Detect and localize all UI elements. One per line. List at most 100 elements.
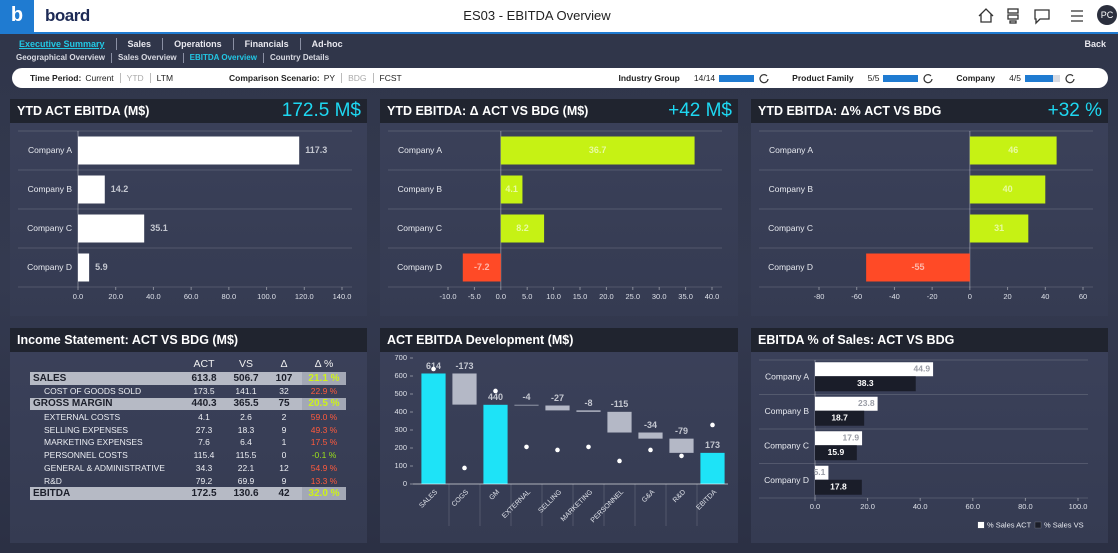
- refresh-icon[interactable]: [1064, 72, 1076, 84]
- panel-canvas: 0.0 20.0 40.0 60.0 80.0 100.0 120.0 140.0 Compan…: [18, 130, 352, 301]
- marker-dot: [431, 366, 436, 372]
- home-icon[interactable]: [978, 8, 994, 23]
- cell: 613.8: [182, 372, 226, 385]
- cell: 54.9 %: [310, 462, 338, 473]
- refresh-icon[interactable]: [922, 72, 934, 84]
- filter-option[interactable]: LTM: [149, 73, 179, 83]
- cell: 365.5: [226, 397, 266, 411]
- cell: 2.6: [240, 411, 252, 422]
- x-tick-label: -40: [889, 292, 900, 301]
- marker-dot: [617, 458, 622, 464]
- cell: 20.5 %: [302, 397, 346, 411]
- panel-title: Income Statement: ACT VS BDG (M$): [10, 328, 367, 352]
- category-label: Company A: [398, 145, 442, 155]
- category-label: Company D: [768, 262, 813, 272]
- x-tick-label: GM: [488, 489, 501, 502]
- category-label: Company C: [27, 223, 72, 233]
- nav-tab[interactable]: Sales: [115, 38, 163, 50]
- marker-dot: [555, 447, 560, 453]
- layout-icon[interactable]: [1007, 8, 1019, 14]
- value-label: 117.3: [305, 145, 327, 155]
- value-label: 5.1: [814, 467, 826, 477]
- menu-icon[interactable]: [1071, 10, 1083, 22]
- sub-tab[interactable]: EBITDA Overview: [182, 53, 263, 63]
- cell: 75: [266, 397, 302, 411]
- filter-option[interactable]: Current: [85, 73, 114, 83]
- filter-label: Comparison Scenario:: [229, 73, 320, 83]
- logo-mark[interactable]: b: [0, 0, 34, 32]
- marker-dot: [524, 444, 529, 450]
- x-tick-label: 35.0: [678, 292, 693, 301]
- sub-tab[interactable]: Geographical Overview: [16, 53, 105, 62]
- cell: 9: [281, 424, 287, 435]
- panel: 0 100 200 300 400 500 600 700 614 SALES -173 COGS 44…: [380, 328, 738, 543]
- x-tick-label: 25.0: [625, 292, 640, 301]
- cell: 22.1: [237, 462, 255, 473]
- x-tick-label: 40.0: [705, 292, 720, 301]
- panel-title: YTD ACT EBITDA (M$): [10, 99, 367, 123]
- cell: 440.3: [182, 397, 226, 411]
- nav-tab[interactable]: Ad-hoc: [299, 38, 354, 50]
- selector[interactable]: Company 45: [956, 72, 1076, 84]
- bar: [78, 175, 105, 204]
- filter-option[interactable]: PY: [323, 73, 336, 83]
- filter-option[interactable]: BDG: [341, 73, 372, 83]
- selector-progress: [1025, 74, 1060, 82]
- nav-tab[interactable]: Executive Summary: [19, 39, 105, 49]
- marker-dot: [648, 447, 653, 453]
- nav-tab[interactable]: Operations: [162, 38, 233, 50]
- cell: 17.5 %: [310, 437, 338, 448]
- value-label: 614: [426, 361, 441, 371]
- row-label: SALES: [30, 372, 182, 385]
- value-label: 38.3: [857, 378, 874, 388]
- y-tick-label: 200: [394, 443, 407, 452]
- cell: 506.7: [226, 372, 266, 385]
- selector[interactable]: Product Family 55: [792, 72, 934, 84]
- x-tick-label: SALES: [418, 489, 439, 510]
- refresh-icon[interactable]: [758, 72, 770, 84]
- back-button[interactable]: Back: [1084, 39, 1106, 49]
- sub-tab[interactable]: Sales Overview: [110, 53, 183, 63]
- x-tick-label: -10.0: [439, 292, 456, 301]
- value-label: 173: [705, 440, 720, 450]
- x-tick-label: -60: [851, 292, 862, 301]
- total-bar: [700, 452, 725, 484]
- x-tick-label: 60.0: [965, 502, 980, 511]
- cell: 9: [281, 475, 287, 486]
- category-label: Company C: [397, 223, 442, 233]
- row-label: EXTERNAL COSTS: [44, 411, 121, 422]
- cell: 49.3 %: [310, 424, 338, 435]
- filter-option[interactable]: FCST: [372, 73, 408, 83]
- selector-label: Company: [956, 73, 996, 83]
- value-label: 440: [488, 392, 503, 402]
- y-tick-label: 100: [394, 461, 407, 470]
- value-label: 5.9: [95, 262, 108, 272]
- nav-tab[interactable]: Financials: [232, 38, 300, 50]
- x-tick-label: G&A: [641, 489, 657, 505]
- panel-title: ACT EBITDA Development (M$): [380, 328, 738, 352]
- filter-option[interactable]: YTD: [119, 73, 150, 83]
- user-avatar[interactable]: PC: [1097, 5, 1117, 25]
- sub-tab[interactable]: Country Details: [262, 53, 335, 63]
- x-tick-label: 5.0: [522, 292, 532, 301]
- cell: 32.0 %: [302, 487, 346, 500]
- value-label: 14.2: [111, 184, 129, 194]
- x-tick-label: MARKETING: [560, 489, 594, 523]
- value-label: 17.9: [843, 433, 860, 443]
- chat-icon[interactable]: [1034, 9, 1050, 25]
- category-label: Company D: [397, 262, 442, 272]
- value-label: 15.9: [828, 447, 845, 457]
- selector[interactable]: Industry Group 1414: [618, 72, 770, 84]
- row-label: SELLING EXPENSES: [44, 424, 129, 435]
- table-row: PERSONNEL COSTS 115.4 115.5 0 -0.1 %: [30, 449, 346, 462]
- cell: 4.1: [198, 411, 210, 422]
- cell: 1: [281, 437, 287, 448]
- legend-swatch: [1034, 521, 1042, 529]
- bar: [969, 214, 1029, 243]
- value-label: 36.7: [589, 145, 607, 155]
- value-label: -79: [675, 426, 688, 436]
- x-tick-label: 15.0: [573, 292, 588, 301]
- change-bar: [669, 438, 694, 453]
